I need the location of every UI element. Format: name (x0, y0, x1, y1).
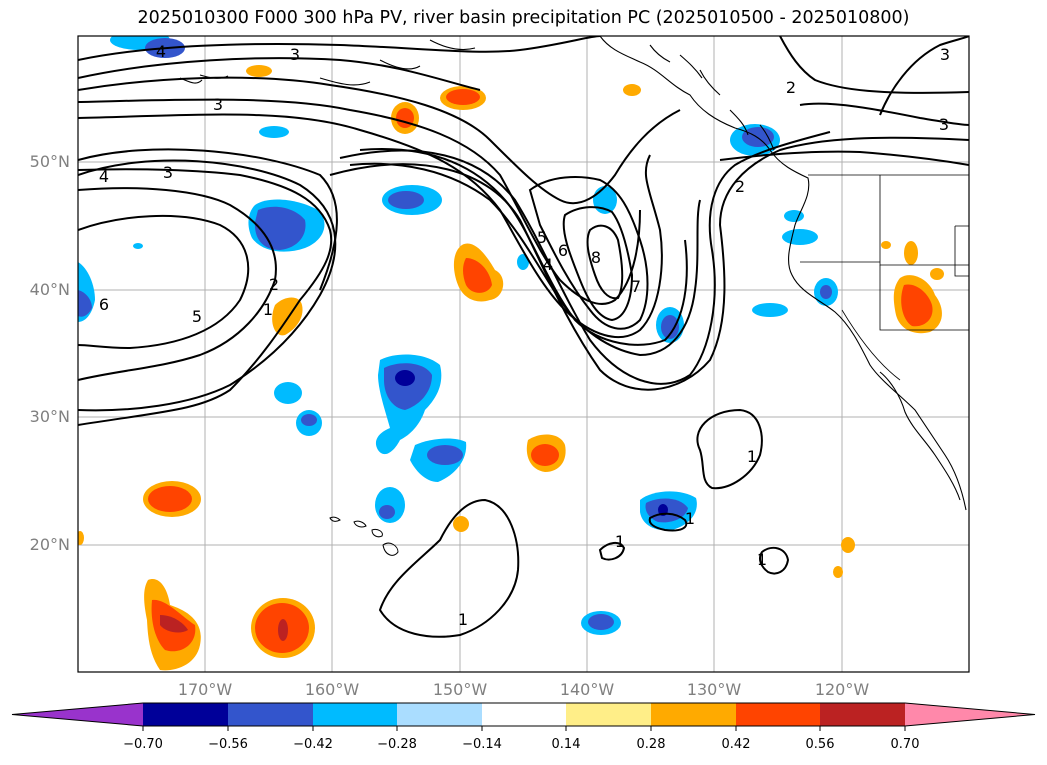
map-frame (77, 35, 970, 673)
colorbar-tick-label: 0.28 (636, 737, 666, 752)
colorbar-bin (820, 703, 905, 726)
contour-label: 1 (615, 532, 625, 551)
contour-label: 1 (757, 550, 767, 569)
contour-label: 2 (786, 78, 796, 97)
colorbar-tick-label: −0.70 (123, 737, 163, 752)
lon-label: 150°W (432, 680, 488, 699)
contour-label: 2 (269, 275, 279, 294)
lon-label: 120°W (814, 680, 870, 699)
positive-anomaly-blobs (78, 65, 944, 671)
colorbar-bin (736, 703, 820, 726)
contour-label: 5 (192, 307, 202, 326)
blob-pos-143w (526, 434, 566, 472)
lat-label: 30°N (29, 407, 70, 426)
negative-anomaly-blobs (78, 36, 838, 635)
contour-label: 6 (99, 295, 109, 314)
hawaiian-islands (329, 516, 399, 556)
colorbar-bin (651, 703, 736, 726)
blob-neg-misc (78, 36, 838, 635)
contour-label: 2 (735, 177, 745, 196)
blob-pos-hawaii-south (144, 579, 201, 671)
contour-label: 6 (558, 241, 568, 260)
lat-label: 40°N (29, 280, 70, 299)
blob-pos-115w (893, 275, 942, 334)
blob-pos-small-1 (78, 65, 944, 578)
colorbar (11, 702, 1036, 731)
contour-label: 8 (591, 248, 601, 267)
state-borders (800, 174, 969, 381)
blob-neg-165w-45n (248, 199, 325, 252)
colorbar-bin (313, 703, 397, 726)
lon-label: 170°W (177, 680, 233, 699)
contour-label: 4 (156, 42, 166, 61)
colorbar-tick-label: −0.14 (462, 737, 502, 752)
contour-label: 3 (290, 45, 300, 64)
contour-label: 3 (939, 115, 949, 134)
colorbar-tick-label: −0.42 (293, 737, 333, 752)
colorbar-tick-label: −0.56 (208, 737, 248, 752)
colorbar-extend-right (905, 703, 1035, 726)
colorbar-tick-label: 0.56 (805, 737, 835, 752)
pv-contours (78, 36, 969, 638)
colorbar-bin (566, 703, 651, 726)
blob-pos-148w (453, 243, 504, 302)
blob-pos-165w (251, 598, 315, 658)
contour-label: 3 (213, 95, 223, 114)
colorbar-tick-label: 0.14 (551, 737, 581, 752)
contour-label: 3 (163, 163, 173, 182)
contour-label: 1 (747, 447, 757, 466)
lat-label: 50°N (29, 152, 70, 171)
colorbar-bin (397, 703, 482, 726)
contour-label: 1 (685, 509, 695, 528)
colorbar-tick-label: 0.70 (890, 737, 920, 752)
contour-label: 3 (940, 45, 950, 64)
contour-label: 1 (263, 300, 273, 319)
colorbar-tick-label: 0.42 (721, 737, 751, 752)
coastline-north-america (179, 36, 967, 511)
blob-neg-155w-33n (375, 354, 467, 482)
colorbar-bin (143, 703, 228, 726)
contour-label: 4 (99, 167, 109, 186)
colorbar-extend-left (12, 703, 143, 726)
contour-label: 7 (631, 277, 641, 296)
blob-pos-173w (143, 481, 201, 517)
contour-label: 4 (543, 255, 553, 274)
lon-label: 140°W (559, 680, 615, 699)
colorbar-bin (482, 703, 566, 726)
colorbar-tick-label: −0.28 (377, 737, 417, 752)
lon-label: 130°W (686, 680, 742, 699)
lat-label: 20°N (29, 535, 70, 554)
map-title: 2025010300 F000 300 hPa PV, river basin … (137, 8, 910, 28)
lon-label: 160°W (304, 680, 360, 699)
colorbar-bin (228, 703, 313, 726)
gridlines (78, 36, 969, 672)
contour-label: 5 (537, 228, 547, 247)
contour-labels: 4 3 3 3 2 3 4 3 2 2 5 6 5 4 6 8 7 1 1 1 … (99, 42, 950, 629)
contour-label: 1 (458, 610, 468, 629)
